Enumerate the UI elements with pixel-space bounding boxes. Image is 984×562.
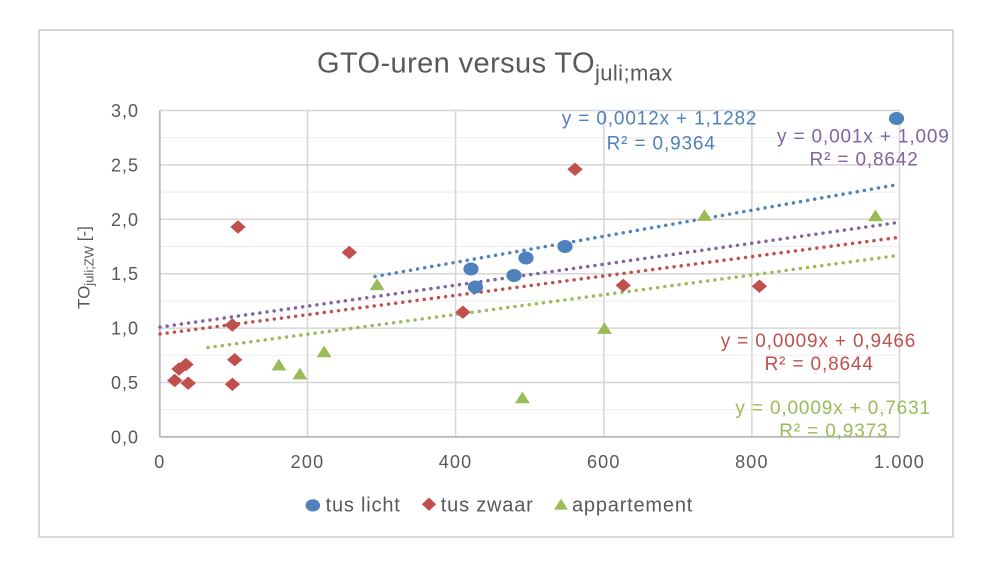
svg-text:800: 800: [735, 452, 769, 472]
svg-text:600: 600: [587, 452, 621, 472]
svg-text:0,0: 0,0: [111, 427, 139, 447]
svg-text:3,0: 3,0: [111, 101, 139, 121]
svg-text:GTO-uren versus TOjuli;max: GTO-uren versus TOjuli;max: [317, 48, 673, 86]
svg-text:tus zwaar: tus zwaar: [441, 495, 534, 517]
svg-text:1.000: 1.000: [874, 452, 925, 472]
svg-text:0,5: 0,5: [111, 373, 139, 393]
svg-text:y = 0,0009x + 0,7631: y = 0,0009x + 0,7631: [735, 398, 931, 419]
svg-text:TOjuli;ZW [-]: TOjuli;ZW [-]: [75, 226, 97, 309]
svg-text:R² = 0,8644: R² = 0,8644: [765, 354, 874, 375]
svg-text:1,5: 1,5: [111, 264, 139, 284]
svg-text:R² = 0,9364: R² = 0,9364: [607, 134, 716, 155]
svg-text:1,0: 1,0: [111, 319, 139, 339]
svg-text:R² = 0,8642: R² = 0,8642: [810, 150, 919, 171]
svg-text:2,0: 2,0: [111, 210, 139, 230]
svg-text:2,5: 2,5: [111, 155, 139, 175]
svg-text:appartement: appartement: [572, 495, 693, 517]
svg-text:R² = 0,9373: R² = 0,9373: [779, 421, 888, 442]
svg-text:y = 0,0012x + 1,1282: y = 0,0012x + 1,1282: [562, 109, 758, 130]
svg-text:200: 200: [291, 452, 325, 472]
svg-text:0: 0: [154, 452, 165, 472]
svg-text:y = 0,0009x + 0,9466: y = 0,0009x + 0,9466: [721, 331, 917, 352]
svg-text:400: 400: [439, 452, 473, 472]
svg-text:tus licht: tus licht: [326, 495, 401, 517]
svg-text:y = 0,001x + 1,009: y = 0,001x + 1,009: [777, 127, 950, 148]
